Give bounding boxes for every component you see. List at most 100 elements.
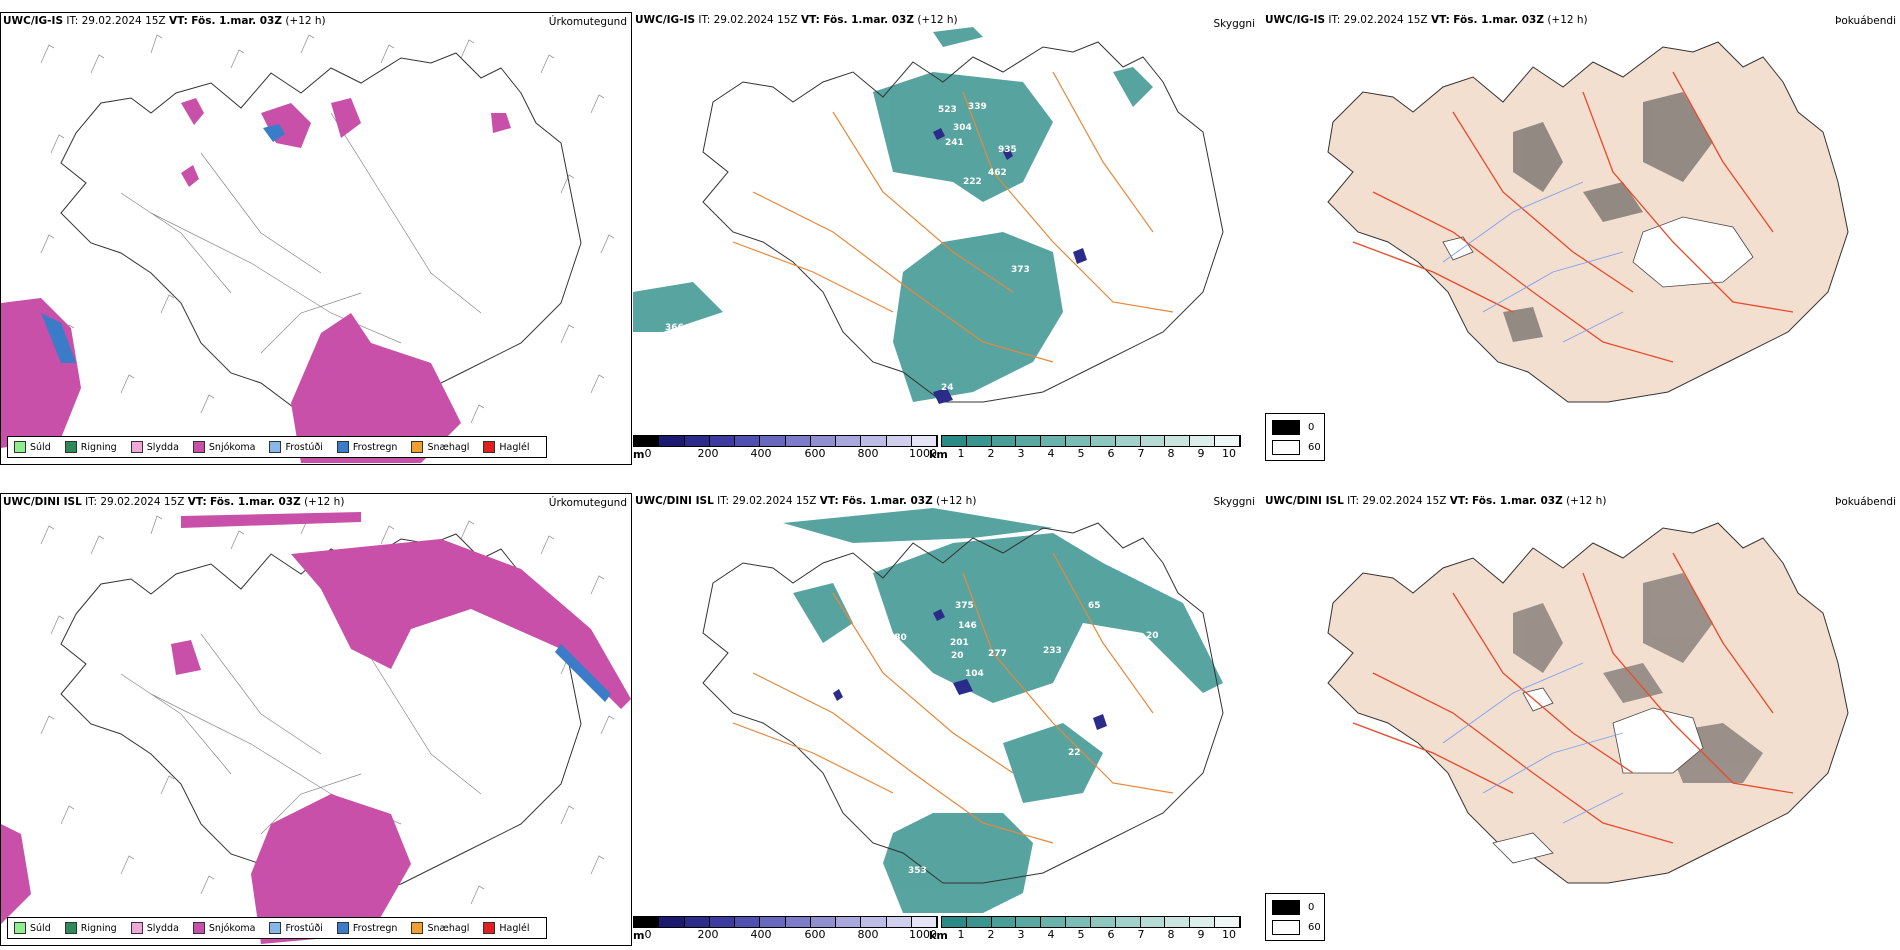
tick-label: 10 [1222, 447, 1236, 460]
init-time: 29.02.2024 15Z [1362, 495, 1447, 507]
cloud-label: 169 [955, 721, 974, 731]
cloud-label: 339 [968, 102, 987, 112]
legend-item-rigning: Rigning [64, 922, 117, 934]
visibility-color-strip [941, 916, 1241, 928]
lead-time: (+12 h) [285, 15, 326, 27]
cloud-label: 281 [1058, 333, 1077, 343]
cloud-label: 222 [963, 177, 982, 187]
fog-panel-row2: UWC/DINI ISL IT: 29.02.2024 15Z VT: Fös.… [1263, 493, 1900, 946]
legend-item-slydda: Slydda [130, 922, 179, 934]
panel-title: Þokuábendi [1835, 496, 1896, 508]
valid-label: VT: [1449, 495, 1469, 507]
model-name: UWC/IG-IS [1265, 14, 1326, 26]
fog-areas [1513, 573, 1763, 783]
legend-item-sudd: Súld [14, 441, 51, 453]
panel-header: UWC/IG-IS IT: 29.02.2024 15Z VT: Fös. 1.… [635, 14, 958, 26]
panel-header: UWC/DINI ISL IT: 29.02.2024 15Z VT: Fös.… [1265, 495, 1606, 507]
lead-time: (+12 h) [1566, 495, 1607, 507]
tick-label: 800 [857, 928, 879, 941]
cloud-base-labels: 523 339 304 241 935 222 462 334 542 373 … [665, 102, 1120, 393]
precip-type-legend: Súld Rigning Slydda Snjókoma Frostúði Fr… [7, 436, 547, 458]
valid-time: Fös. 1.mar. 03Z [1472, 495, 1563, 507]
precip-type-panel-row1: UWC/IG-IS IT: 29.02.2024 15Z VT: Fös. 1.… [0, 12, 632, 465]
panel-title: Skyggni [1213, 496, 1256, 508]
cloud-base-panel-row1: 523 339 304 241 935 222 462 334 542 373 … [633, 12, 1263, 465]
cloud-base-labels: 375 146 680 201 20 277 233 832 104 65 20… [888, 601, 1159, 876]
cloud-label: 150 [895, 724, 914, 734]
colorbar-unit: m [633, 929, 645, 942]
precip-type-legend: Súld Rigning Slydda Snjókoma Frostúði Fr… [7, 917, 547, 939]
legend-swatch [269, 441, 282, 453]
frost-rain-areas [41, 124, 285, 363]
cloud-label: 353 [908, 866, 927, 876]
cloud-label: 24 [941, 383, 954, 393]
cloud-label: 65 [1088, 601, 1101, 611]
tick-label: 5 [1077, 928, 1085, 941]
valid-time: Fös. 1.mar. 03Z [191, 15, 282, 27]
init-label: IT: [1347, 495, 1360, 507]
model-name: UWC/IG-IS [635, 14, 696, 26]
visibility-color-strip [941, 435, 1241, 447]
model-name: UWC/DINI ISL [1265, 495, 1344, 507]
fog-legend-label: 60 [1308, 922, 1321, 933]
roads [1352, 71, 1794, 363]
fog-legend-label: 0 [1308, 422, 1315, 433]
legend-swatch [130, 441, 143, 453]
iceland-land [1327, 41, 1849, 403]
cloud-label: 366 [665, 323, 684, 333]
precip-type-map [1, 512, 631, 944]
valid-time: Fös. 1.mar. 03Z [823, 14, 914, 26]
cloud-base-map: 375 146 680 201 20 277 233 832 104 65 20… [702, 508, 1224, 913]
cloud-label: 832 [1078, 646, 1097, 656]
fog-legend-row2: 0 60 [1265, 893, 1325, 941]
lead-time: (+12 h) [1547, 14, 1588, 26]
wind-barbs [40, 34, 615, 424]
lead-time: (+12 h) [304, 496, 345, 508]
clear-areas [1442, 216, 1754, 288]
init-label: IT: [717, 495, 730, 507]
roads [120, 112, 482, 354]
fog-panel-row1: UWC/IG-IS IT: 29.02.2024 15Z VT: Fös. 1.… [1263, 12, 1900, 465]
tick-label: 800 [857, 447, 879, 460]
cloud-label: 20 [1146, 631, 1159, 641]
iceland-coastline [60, 52, 582, 414]
legend-swatch [14, 441, 26, 453]
tick-label: 600 [804, 447, 826, 460]
init-label: IT: [698, 14, 711, 26]
cloud-base-panel-row2: 375 146 680 201 20 277 233 832 104 65 20… [633, 493, 1263, 946]
cloud-label: 304 [953, 123, 972, 133]
legend-item-haglel: Haglél [483, 441, 530, 453]
tick-label: 400 [750, 928, 772, 941]
valid-label: VT: [1430, 14, 1450, 26]
tick-label: 8 [1167, 928, 1175, 941]
legend-swatch [269, 922, 282, 934]
roads [120, 593, 482, 835]
legend-item-snaehagl: Snæhagl [411, 441, 469, 453]
tick-label: 2 [987, 447, 995, 460]
fog-legend-label: 60 [1308, 442, 1321, 453]
fog-map [1327, 522, 1849, 884]
legend-swatch [411, 922, 424, 934]
panel-title: Þokuábendi [1835, 15, 1896, 27]
cloud-label: 680 [888, 633, 907, 643]
init-time: 29.02.2024 15Z [713, 14, 798, 26]
cloud-base-color-strip [633, 916, 938, 928]
panel-title: Úrkomutegund [548, 497, 627, 509]
cloud-base-colorbar: m 0 200 400 600 800 1000 [633, 916, 938, 946]
lead-time: (+12 h) [936, 495, 977, 507]
legend-swatch [192, 922, 205, 934]
colorbar-unit: m [633, 448, 645, 461]
valid-time: Fös. 1.mar. 03Z [1453, 14, 1544, 26]
cloud-label: 104 [965, 669, 984, 679]
lead-time: (+12 h) [917, 14, 958, 26]
rivers [1442, 662, 1624, 824]
tick-label: 2 [987, 928, 995, 941]
cloud-label: 462 [988, 168, 1007, 178]
cloud-label: 523 [938, 105, 957, 115]
valid-label: VT: [168, 15, 188, 27]
cloud-label: 241 [945, 138, 964, 148]
panel-title: Úrkomutegund [548, 16, 627, 28]
panel-header: UWC/IG-IS IT: 29.02.2024 15Z VT: Fös. 1.… [3, 15, 326, 27]
valid-label: VT: [187, 496, 207, 508]
init-time: 29.02.2024 15Z [100, 496, 185, 508]
